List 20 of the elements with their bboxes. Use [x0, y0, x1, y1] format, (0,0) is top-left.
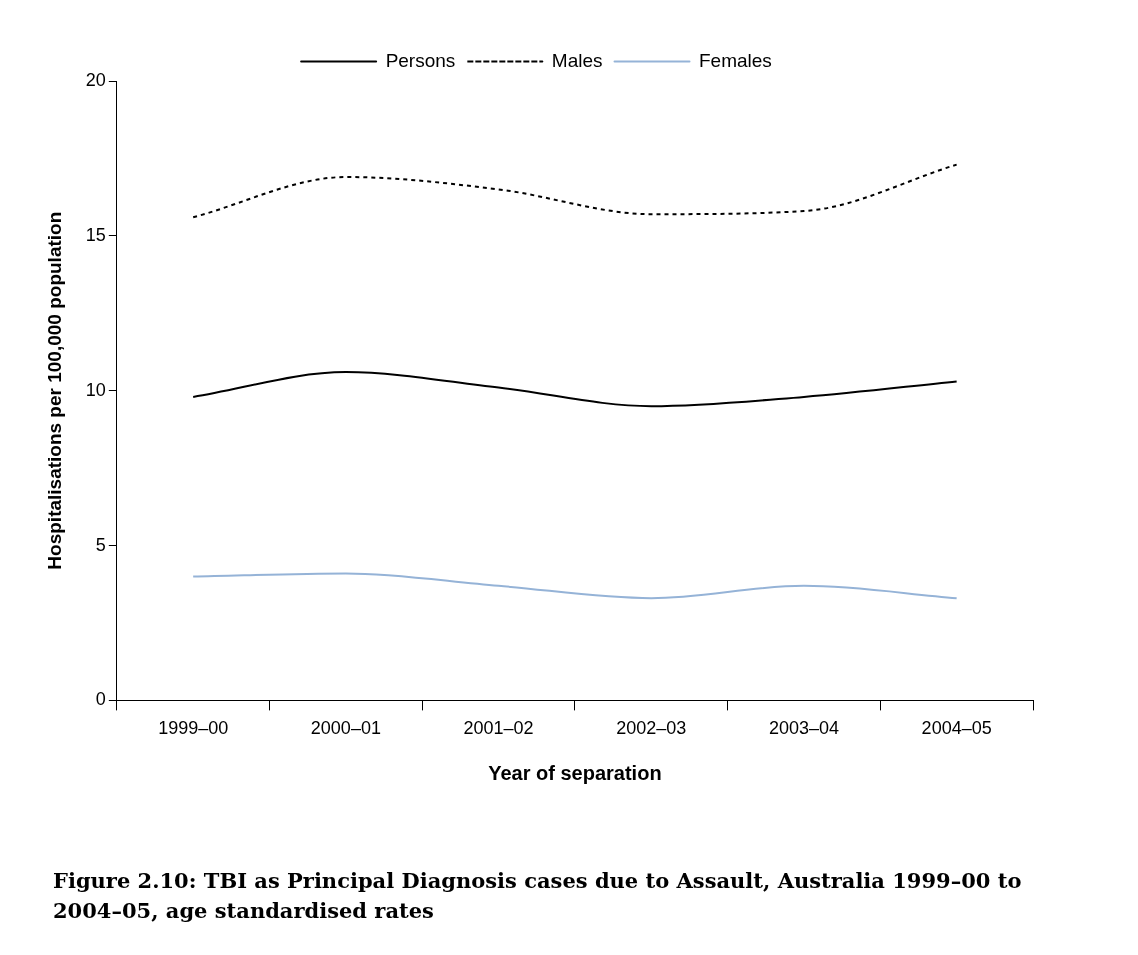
y-tick-label: 5	[95, 534, 106, 555]
x-axis-title: Year of separation	[488, 761, 662, 784]
caption: Figure 2.10: TBI as Principal Diagnosis cases due to Assault, Australia 1999–00 to 2004–05, age standardised rates	[53, 867, 1023, 925]
x-tick-label: 2002–03	[616, 718, 687, 739]
x-tick-label: 2003–04	[768, 718, 839, 739]
y-tick-label: 15	[85, 224, 106, 245]
legend-label: Males	[551, 49, 603, 71]
x-tick-label: 2000–01	[310, 718, 381, 739]
x-tick-label: 1999–00	[158, 718, 229, 739]
y-tick-label: 10	[85, 379, 106, 400]
y-axis-title: Hospitalisations per 100,000 population	[43, 211, 65, 570]
x-tick-label: 2001–02	[463, 718, 534, 739]
legend-label: Persons	[385, 49, 456, 71]
line-series	[192, 572, 958, 600]
line-series	[192, 163, 958, 219]
y-tick-label: 0	[95, 689, 106, 710]
x-tick-label: 2004–05	[921, 718, 992, 739]
y-tick-label: 20	[85, 69, 106, 90]
legend-label: Females	[699, 49, 772, 71]
line-series	[192, 371, 958, 408]
